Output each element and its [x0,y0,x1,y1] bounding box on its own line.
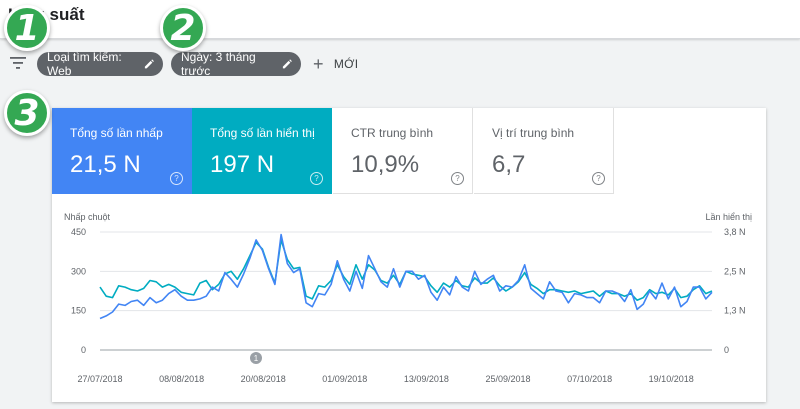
chart-series [99,233,713,320]
metric-value: 6,7 [492,151,526,178]
metric-label: CTR trung bình [351,126,434,140]
search-type-chip-label: Loại tìm kiếm: Web [47,50,122,78]
metric-label: Tổng số lần hiển thị [210,126,315,140]
date-chip[interactable]: Ngày: 3 tháng trước [171,50,301,78]
y-tick-right: 3,8 N [724,227,746,237]
chart-grid [100,231,712,351]
series-line [99,233,713,320]
pencil-icon[interactable] [144,58,155,70]
performance-chart[interactable]: Nhấp chuột Lần hiển thị 450 3,8 N 300 2,5 N… [52,108,766,402]
y-tick-left: 150 [71,306,86,316]
plus-icon: + [313,54,324,74]
help-icon[interactable]: ? [310,172,323,185]
metric-label: Tổng số lần nhấp [70,126,163,140]
performance-card: Tổng số lần nhấp 21,5 N ? Tổng số lần hi… [52,108,766,402]
y-axis-left-title: Nhấp chuột [64,212,111,222]
metric-average-ctr[interactable]: CTR trung bình 10,9% ? [333,108,473,194]
y-tick-left: 300 [71,266,86,276]
pencil-icon[interactable] [282,58,293,70]
x-tick: 01/09/2018 [322,374,367,384]
x-tick: 08/08/2018 [159,374,204,384]
search-type-chip[interactable]: Loại tìm kiếm: Web [37,50,163,78]
y-tick-left: 450 [71,227,86,237]
metric-value: 21,5 N [70,151,141,178]
x-tick: 27/07/2018 [77,374,122,384]
annotation-marker-dot [250,352,262,364]
x-tick: 20/08/2018 [241,374,286,384]
help-icon[interactable]: ? [592,172,605,185]
metric-value: 10,9% [351,151,420,178]
annotation-marker[interactable]: 1 [250,352,262,364]
step-badge-1: 1 [4,5,50,51]
metric-total-impressions[interactable]: Tổng số lần hiển thị 197 N ? [192,108,332,194]
y-tick-left: 0 [81,345,86,355]
y-tick-right: 1,3 N [724,306,746,316]
chart-ticks: 450 3,8 N 300 2,5 N 150 1,3 N 0 0 27/07/2018 08/0… [71,227,746,384]
series-line [99,239,713,301]
metric-value: 197 N [210,151,275,178]
help-icon[interactable]: ? [170,172,183,185]
y-tick-right: 2,5 N [724,266,746,276]
step-badge-2: 2 [160,5,206,51]
metric-label: Vị trí trung bình [492,126,575,140]
x-tick: 25/09/2018 [485,374,530,384]
help-icon[interactable]: ? [451,172,464,185]
y-axis-right-title: Lần hiển thị [705,212,752,222]
y-tick-right: 0 [724,345,729,355]
new-filter-button[interactable]: + MỚI [313,52,358,76]
x-tick: 19/10/2018 [649,374,694,384]
filter-icon[interactable] [10,56,26,70]
step-badge-3: 3 [4,90,50,136]
x-tick: 07/10/2018 [567,374,612,384]
x-tick: 13/09/2018 [404,374,449,384]
metric-average-position[interactable]: Vị trí trung bình 6,7 ? [474,108,614,194]
metric-total-clicks[interactable]: Tổng số lần nhấp 21,5 N ? [52,108,192,194]
annotation-marker-label: 1 [254,354,259,363]
date-chip-label: Ngày: 3 tháng trước [181,50,256,78]
new-filter-label: MỚI [333,57,359,71]
top-bar: Hiệu suất [0,0,800,39]
